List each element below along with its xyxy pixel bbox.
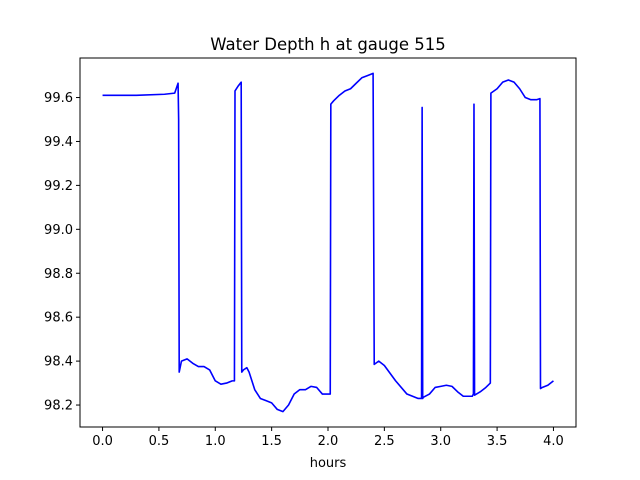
y-tick-label: 98.4: [44, 355, 73, 370]
y-tick-label: 99.6: [44, 91, 73, 106]
x-tick-label: 2.5: [374, 434, 395, 449]
x-axis-label: hours: [310, 456, 347, 471]
chart-title: Water Depth h at gauge 515: [210, 35, 445, 54]
x-tick-label: 1.5: [261, 434, 282, 449]
x-tick-label: 1.0: [205, 434, 226, 449]
x-tick-label: 0.0: [92, 434, 113, 449]
y-tick-label: 99.2: [44, 179, 73, 194]
x-tick-label: 3.0: [430, 434, 451, 449]
x-tick-label: 4.0: [543, 434, 564, 449]
plot-area: 0.0 0.5 1.0 1.5 2.0 2.5 3.0 3.5 4.0 98.2 98.4 98.6 9…: [44, 57, 577, 449]
series-line-1: [102, 72, 554, 413]
x-tick-label: 2.0: [318, 434, 339, 449]
y-tick-label: 98.8: [44, 267, 73, 282]
y-tick-label: 98.2: [44, 399, 73, 414]
y-tick-label: 99.4: [44, 135, 73, 150]
y-tick-label: 98.6: [44, 311, 73, 326]
x-tick-label: 3.5: [487, 434, 508, 449]
x-tick-label: 0.5: [149, 434, 170, 449]
y-tick-label: 99.0: [44, 223, 73, 238]
